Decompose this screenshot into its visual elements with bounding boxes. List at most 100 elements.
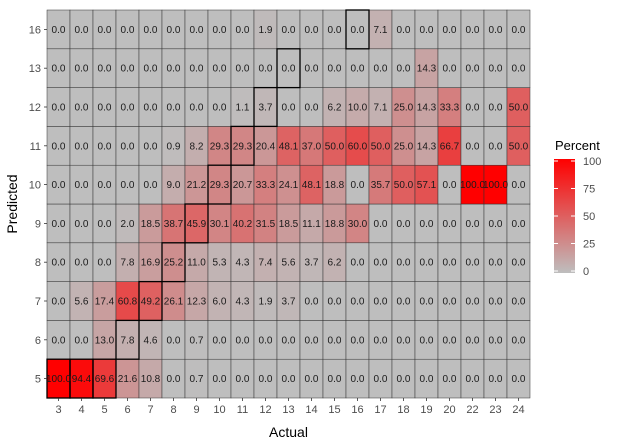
cell-value-label: 10.8 xyxy=(141,374,161,385)
cell-value-label: 0.0 xyxy=(489,25,503,36)
cell-value-label: 33.3 xyxy=(440,103,460,114)
cell-value-label: 21.2 xyxy=(187,180,207,191)
cell-value-label: 0.0 xyxy=(466,103,480,114)
cell-value-label: 14.3 xyxy=(417,141,437,152)
legend-tick-label: 75 xyxy=(583,184,595,196)
cell-value-label: 0.0 xyxy=(190,103,204,114)
cell-value-label: 0.0 xyxy=(489,297,503,308)
cell-value-label: 0.0 xyxy=(512,219,526,230)
cell-value-label: 0.0 xyxy=(351,25,365,36)
cell-value-label: 0.0 xyxy=(351,297,365,308)
cell-value-label: 11.0 xyxy=(187,258,206,269)
cell-value-label: 0.0 xyxy=(466,258,480,269)
y-tick-label: 10 xyxy=(29,180,41,192)
cell-value-label: 33.3 xyxy=(256,180,276,191)
x-tick-label: 22 xyxy=(466,404,478,416)
cell-value-label: 16.9 xyxy=(141,258,161,269)
cell-value-label: 0.0 xyxy=(259,64,273,75)
x-tick-label: 10 xyxy=(213,404,225,416)
cell-value-label: 0.0 xyxy=(397,374,411,385)
y-axis-title: Predicted xyxy=(4,174,20,233)
cell-value-label: 50.0 xyxy=(394,180,414,191)
cell-value-label: 21.6 xyxy=(118,374,138,385)
cell-value-label: 0.0 xyxy=(98,103,112,114)
cell-value-label: 4.3 xyxy=(236,297,250,308)
cell-value-label: 0.0 xyxy=(75,25,89,36)
cell-value-label: 0.0 xyxy=(52,103,66,114)
highlighted-cell-outline xyxy=(161,242,186,283)
y-tick-label: 5 xyxy=(35,374,41,386)
cell-value-label: 0.0 xyxy=(374,258,388,269)
cell-value-label: 1.9 xyxy=(259,297,273,308)
cell-value-label: 0.0 xyxy=(328,64,342,75)
cell-value-label: 30.1 xyxy=(210,219,230,230)
cell-value-label: 0.0 xyxy=(98,141,112,152)
cell-value-label: 0.0 xyxy=(52,219,66,230)
cell-value-label: 0.0 xyxy=(305,64,319,75)
cell-value-label: 0.0 xyxy=(374,297,388,308)
cell-value-label: 4.6 xyxy=(144,335,158,346)
cell-value-label: 6.2 xyxy=(328,103,342,114)
cell-value-label: 5.6 xyxy=(282,258,296,269)
cell-value-label: 20.4 xyxy=(256,141,276,152)
cell-value-label: 0.0 xyxy=(420,297,434,308)
cell-value-label: 0.0 xyxy=(236,374,250,385)
cell-value-label: 30.0 xyxy=(348,219,368,230)
cell-value-label: 0.0 xyxy=(489,64,503,75)
cell-value-label: 60.8 xyxy=(118,297,138,308)
cell-value-label: 0.0 xyxy=(98,180,112,191)
cell-value-label: 0.0 xyxy=(52,335,66,346)
cell-value-label: 0.0 xyxy=(351,180,365,191)
x-tick-label: 3 xyxy=(55,404,61,416)
cell-value-label: 0.0 xyxy=(98,64,112,75)
cell-value-label: 1.9 xyxy=(259,25,273,36)
cell-value-label: 48.1 xyxy=(302,180,322,191)
x-tick-label: 6 xyxy=(124,404,130,416)
cell-value-label: 0.0 xyxy=(167,103,181,114)
cell-value-label: 29.3 xyxy=(210,180,230,191)
cell-value-label: 0.0 xyxy=(397,335,411,346)
cell-value-label: 0.0 xyxy=(144,141,158,152)
cell-value-label: 0.0 xyxy=(98,25,112,36)
cell-value-label: 50.0 xyxy=(509,103,529,114)
cell-value-label: 0.0 xyxy=(213,64,227,75)
cell-value-label: 18.5 xyxy=(141,219,161,230)
cell-value-label: 0.0 xyxy=(167,374,181,385)
cell-value-label: 0.0 xyxy=(282,374,296,385)
cell-value-label: 0.0 xyxy=(420,25,434,36)
cell-value-label: 0.0 xyxy=(351,374,365,385)
x-tick-label: 11 xyxy=(237,404,248,416)
cell-value-label: 57.1 xyxy=(417,180,437,191)
cell-layer xyxy=(46,9,531,399)
cell-value-label: 0.0 xyxy=(489,219,503,230)
cell-value-label: 0.0 xyxy=(305,297,319,308)
x-tick-label: 7 xyxy=(147,404,153,416)
cell-value-label: 7.1 xyxy=(374,25,388,36)
cell-value-label: 0.0 xyxy=(305,335,319,346)
cell-value-label: 48.1 xyxy=(279,141,299,152)
x-tick-label: 5 xyxy=(101,404,107,416)
x-tick-label: 18 xyxy=(397,404,409,416)
cell-value-label: 94.4 xyxy=(72,374,92,385)
cell-value-label: 0.0 xyxy=(466,219,480,230)
cell-value-label: 35.7 xyxy=(371,180,391,191)
legend-colorbar xyxy=(554,159,575,273)
cell-value-label: 0.0 xyxy=(144,64,158,75)
cell-value-label: 0.0 xyxy=(466,141,480,152)
cell-value-label: 0.0 xyxy=(236,335,250,346)
cell-value-label: 3.7 xyxy=(259,103,273,114)
x-tick-label: 19 xyxy=(420,404,432,416)
x-tick-label: 13 xyxy=(282,404,294,416)
cell-value-label: 0.0 xyxy=(52,258,66,269)
cell-value-label: 0.0 xyxy=(75,64,89,75)
cell-value-label: 0.0 xyxy=(489,258,503,269)
cell-value-label: 0.0 xyxy=(121,141,135,152)
cell-value-label: 0.0 xyxy=(190,64,204,75)
cell-value-label: 0.0 xyxy=(466,25,480,36)
cell-value-label: 0.0 xyxy=(98,258,112,269)
cell-value-label: 0.0 xyxy=(351,335,365,346)
cell-value-label: 7.8 xyxy=(121,258,135,269)
cell-value-label: 10.0 xyxy=(348,103,368,114)
x-tick-label: 4 xyxy=(78,404,84,416)
cell-value-label: 0.0 xyxy=(52,141,66,152)
